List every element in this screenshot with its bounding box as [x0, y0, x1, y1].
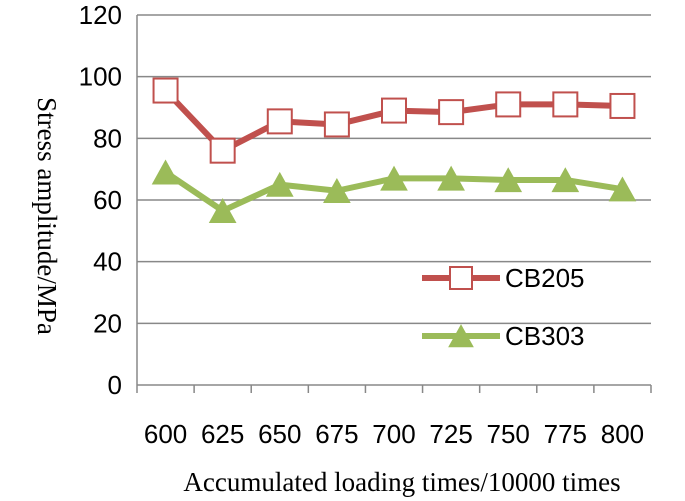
series-group	[151, 77, 637, 223]
legend-label-cb205: CB205	[505, 263, 585, 293]
legend-marker-cb205	[449, 266, 473, 290]
point-cb303	[494, 167, 523, 193]
y-tick-label: 120	[79, 0, 122, 30]
x-tick-label: 650	[258, 419, 301, 449]
y-tick-label: 80	[93, 123, 122, 153]
x-axis-title: Accumulated loading times/10000 times	[183, 467, 620, 497]
x-tick-label: 675	[315, 419, 358, 449]
y-tick-label: 20	[93, 308, 122, 338]
point-cb205	[552, 91, 579, 118]
y-tick-label: 100	[79, 62, 122, 92]
y-tick-labels: 0 20 40 60 80 100 120	[79, 0, 122, 400]
point-cb205	[152, 77, 179, 104]
point-cb303	[208, 198, 237, 223]
axes	[136, 15, 652, 393]
x-tick-label: 775	[544, 419, 587, 449]
point-cb205	[495, 91, 522, 118]
point-cb205	[323, 111, 350, 138]
point-cb303	[437, 165, 465, 191]
legend: CB205 CB303	[422, 263, 585, 351]
y-tick-label: 0	[108, 370, 122, 400]
x-tick-label: 800	[601, 419, 644, 449]
x-tick-label: 625	[201, 419, 244, 449]
legend-marker-cb303	[448, 324, 474, 348]
x-tick-label: 700	[372, 419, 415, 449]
y-axis-title: Stress amplitude/MPa	[32, 97, 62, 335]
point-cb303	[551, 167, 580, 193]
x-tick-label: 725	[429, 419, 472, 449]
y-tick-label: 60	[93, 185, 122, 215]
point-cb205	[266, 108, 293, 135]
point-cb205	[438, 99, 465, 126]
legend-label-cb303: CB303	[505, 321, 585, 351]
y-tick-label: 40	[93, 247, 122, 277]
point-cb303	[265, 171, 294, 197]
point-cb303	[151, 159, 180, 185]
x-tick-label: 600	[144, 419, 187, 449]
point-cb205	[609, 92, 636, 119]
x-tick-label: 750	[487, 419, 530, 449]
x-tick-labels: 600 625 650 675 700 725 750 775 800	[144, 419, 644, 449]
point-cb303	[380, 165, 408, 191]
point-cb303	[608, 176, 637, 202]
point-cb205	[381, 97, 407, 124]
point-cb205	[209, 137, 236, 164]
point-cb303	[323, 178, 351, 203]
